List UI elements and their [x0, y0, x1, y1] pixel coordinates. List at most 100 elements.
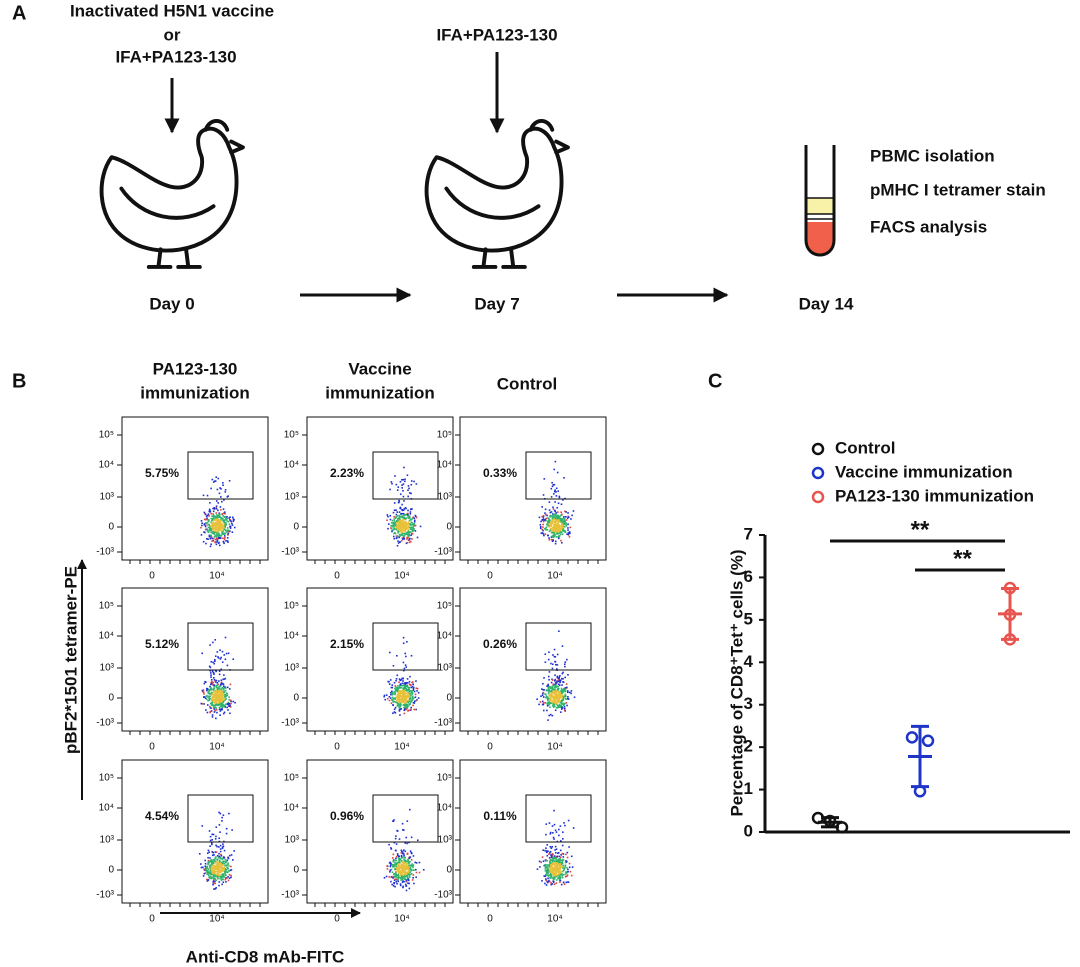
event-dot: [402, 699, 405, 701]
event-dot: [210, 873, 212, 876]
event-dot: [217, 516, 220, 519]
event-dot: [395, 686, 397, 689]
event-dot: [558, 524, 561, 526]
event-dot: [398, 858, 400, 861]
event-dot: [224, 526, 226, 528]
gate-percent: 0.26%: [483, 637, 517, 651]
event-dot: [552, 484, 555, 486]
event-dot: [404, 528, 407, 530]
event-dot: [218, 874, 220, 877]
event-dot: [554, 856, 557, 859]
event-dot: [406, 527, 409, 529]
event-dot: [208, 877, 211, 879]
event-dot: [222, 705, 224, 708]
event-dot: [405, 695, 407, 698]
event-dot: [404, 868, 407, 870]
event-dot: [210, 512, 212, 515]
event-dot: [228, 869, 230, 872]
event-dot: [547, 675, 550, 678]
event-dot: [554, 519, 557, 522]
event-dot: [558, 684, 561, 687]
event-dot: [227, 875, 229, 878]
event-dot: [408, 688, 410, 691]
event-dot: [565, 522, 567, 525]
event-dot: [212, 481, 215, 483]
event-dot: [214, 709, 216, 712]
event-dot: [216, 488, 219, 491]
event-dot: [405, 696, 408, 699]
event-dot: [212, 524, 214, 527]
event-dot: [559, 856, 562, 859]
event-dot: [408, 869, 411, 872]
x-tick-label: 10⁴: [394, 742, 409, 753]
event-dot: [409, 693, 411, 695]
event-dot: [219, 705, 222, 708]
event-dot: [227, 709, 229, 711]
event-dot: [385, 694, 388, 696]
event-dot: [559, 515, 561, 518]
event-dot: [394, 711, 397, 714]
event-dot: [232, 520, 235, 522]
event-dot: [416, 839, 419, 842]
event-dot: [559, 825, 562, 827]
event-dot: [213, 689, 215, 691]
event-dot: [546, 685, 548, 687]
event-dot: [216, 516, 219, 519]
event-dot: [214, 872, 216, 875]
event-dot: [548, 864, 551, 867]
event-dot: [558, 859, 561, 862]
event-dot: [405, 533, 407, 535]
event-dot: [402, 697, 404, 700]
event-dot: [398, 501, 401, 503]
event-dot: [218, 512, 221, 514]
event-dot: [393, 502, 396, 504]
event-dot: [551, 845, 554, 848]
event-dot: [561, 526, 564, 529]
event-dot: [393, 697, 396, 699]
event-dot: [394, 878, 396, 881]
event-dot: [397, 880, 400, 883]
event-dot: [216, 845, 218, 848]
event-dot: [210, 694, 213, 697]
event-dot: [418, 871, 421, 874]
event-dot: [567, 532, 570, 534]
event-dot: [402, 524, 405, 527]
event-dot: [402, 687, 404, 690]
gate-percent: 4.54%: [145, 809, 179, 823]
event-dot: [561, 524, 563, 526]
event-dot: [550, 662, 552, 665]
gate: [372, 794, 439, 843]
event-dot: [545, 695, 548, 697]
event-dot: [214, 639, 217, 641]
y-tick-label: 3: [744, 694, 753, 713]
event-dot: [400, 849, 403, 852]
event-dot: [390, 481, 393, 483]
event-dot: [402, 523, 404, 525]
event-dot: [220, 518, 222, 520]
event-dot: [221, 816, 223, 819]
event-dot: [392, 701, 395, 703]
event-dot: [411, 695, 414, 698]
event-dot: [413, 700, 416, 703]
event-dot: [223, 516, 226, 519]
event-dot: [561, 533, 564, 536]
event-dot: [398, 697, 401, 700]
event-dot: [398, 686, 401, 689]
event-dot: [557, 524, 559, 527]
event-dot: [407, 691, 409, 694]
event-dot: [223, 840, 225, 843]
event-dot: [209, 869, 212, 872]
event-dot: [550, 856, 553, 859]
event-dot: [549, 690, 551, 693]
event-dot: [393, 864, 395, 866]
event-dot: [415, 680, 417, 682]
event-dot: [392, 535, 395, 538]
event-dot: [409, 540, 412, 543]
event-dot: [402, 689, 404, 692]
event-dot: [221, 883, 223, 886]
event-dot: [397, 542, 400, 544]
event-dot: [549, 700, 552, 702]
event-dot: [215, 851, 218, 853]
event-dot: [553, 857, 555, 859]
event-dot: [398, 690, 400, 693]
